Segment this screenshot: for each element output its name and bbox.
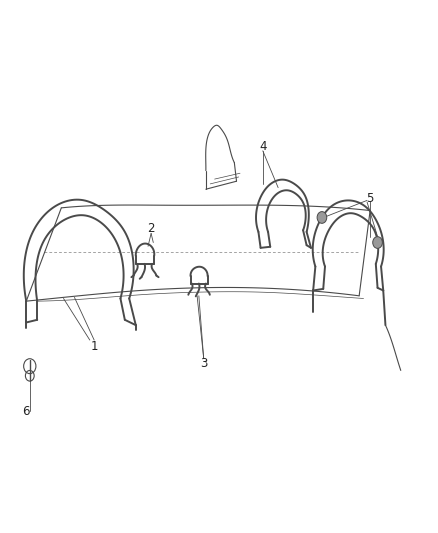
Circle shape	[373, 237, 382, 248]
Text: 2: 2	[147, 222, 155, 235]
Text: 5: 5	[367, 192, 374, 205]
Text: 1: 1	[90, 340, 98, 353]
Text: 4: 4	[259, 140, 267, 153]
Text: 6: 6	[21, 405, 29, 418]
Circle shape	[317, 212, 327, 223]
Text: 3: 3	[200, 357, 207, 370]
